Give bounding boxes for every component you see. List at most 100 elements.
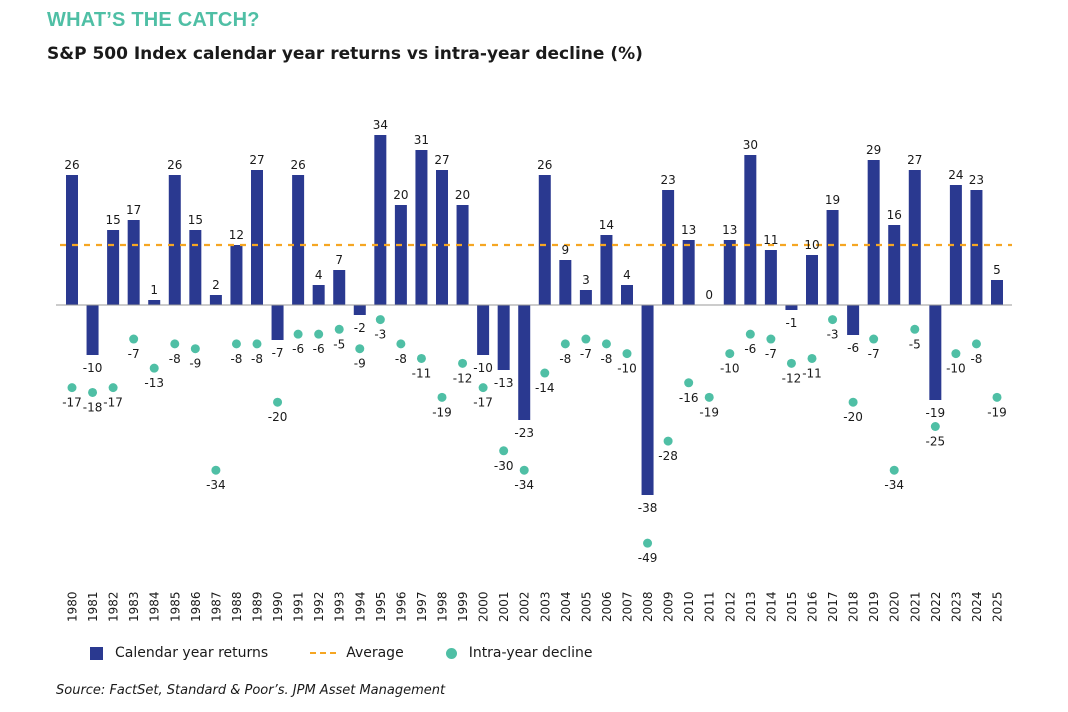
bar-label-2019: 29 [866,143,881,157]
bar-label-1983: 17 [126,203,141,217]
decline-label-1988: -8 [230,352,242,366]
bar-1994 [353,305,366,315]
year-label-1982: 1982 [107,591,121,622]
bar-label-1981: -10 [83,361,103,375]
bar-2008 [641,305,654,495]
year-label-2025: 2025 [991,591,1005,622]
bar-1992 [312,285,325,305]
year-label-2004: 2004 [559,591,573,622]
decline-label-1985: -8 [169,352,181,366]
year-label-1980: 1980 [66,591,80,622]
bar-2017 [826,210,839,305]
decline-label-2013: -6 [744,342,756,356]
decline-label-1997: -11 [412,366,432,380]
year-label-2022: 2022 [929,591,943,622]
year-label-2008: 2008 [641,591,655,622]
decline-dot-1998 [437,392,447,402]
decline-dot-2020 [889,465,899,475]
bar-1995 [374,135,387,305]
bar-label-1985: 26 [167,158,182,172]
decline-label-1991: -6 [292,342,304,356]
bar-2009 [662,190,675,305]
bar-1980 [66,175,78,305]
decline-dot-2013 [745,329,755,339]
decline-label-2019: -7 [868,347,880,361]
legend-item-average: Average [310,645,404,661]
decline-dots-group [67,315,1002,548]
bar-label-2015: -1 [785,316,797,330]
year-label-1988: 1988 [230,591,244,622]
bar-2000 [477,305,490,355]
bar-label-2006: 14 [599,218,614,232]
decline-dot-2016 [807,353,817,363]
bar-1981 [86,305,99,355]
bar-2013 [744,155,757,305]
year-label-2007: 2007 [621,591,635,622]
decline-dot-2007 [622,349,632,359]
bar-label-2022: -19 [926,406,946,420]
decline-dot-2008 [643,538,653,548]
decline-label-1995: -3 [374,328,386,342]
year-label-1995: 1995 [374,591,388,622]
bar-1997 [415,150,428,305]
bar-label-2001: -13 [494,376,514,390]
bar-label-2008: -38 [638,501,658,515]
year-label-2016: 2016 [806,591,820,622]
bar-1999 [456,205,469,305]
decline-dot-2024 [971,339,981,349]
bar-label-2002: -23 [514,426,534,440]
bar-label-2018: -6 [847,341,859,355]
legend: Calendar year returns Average Intra-year… [90,645,634,661]
bar-1983 [127,220,140,305]
legend-dashed-line-icon [310,652,337,654]
decline-dot-2009 [663,436,673,446]
decline-label-1999: -12 [453,371,473,385]
bar-2020 [888,225,901,305]
decline-dot-1986 [190,344,200,354]
legend-item-returns: Calendar year returns [90,645,268,661]
year-label-2024: 2024 [970,591,984,622]
bar-2019 [867,160,880,305]
bar-label-1992: 4 [315,268,323,282]
legend-decline-label: Intra-year decline [468,645,593,661]
bar-1985 [168,175,181,305]
year-label-1996: 1996 [394,591,408,622]
bar-label-1993: 7 [335,253,343,267]
year-label-2005: 2005 [579,591,593,622]
bar-1996 [394,205,407,305]
year-label-2009: 2009 [662,591,676,622]
decline-label-1994: -9 [354,357,366,371]
decline-label-2012: -10 [720,362,740,376]
decline-dot-2017 [828,315,838,325]
decline-dot-2022 [930,422,940,431]
year-label-1989: 1989 [251,591,265,622]
bar-label-2011: 0 [705,288,713,302]
year-label-2023: 2023 [949,591,963,622]
decline-label-2002: -34 [514,478,534,492]
bar-label-2025: 5 [993,263,1001,277]
bar-1982 [107,230,120,305]
chart-kicker: WHAT’S THE CATCH? [47,9,260,31]
decline-dot-1991 [293,329,303,339]
bar-label-2016: 10 [804,238,819,252]
bar-label-2024: 23 [969,173,984,187]
chart-area: 26-17-10-1815-1717-71-1326-815-92-3412-8… [56,118,1012,622]
decline-label-1986: -9 [189,357,201,371]
year-label-2002: 2002 [518,591,532,622]
bar-2003 [538,175,551,305]
bar-label-2020: 16 [887,208,902,222]
decline-label-1998: -19 [432,405,452,419]
decline-label-1981: -18 [83,400,103,414]
bar-2007 [621,285,633,305]
bar-2014 [764,250,777,305]
bar-label-1982: 15 [105,213,120,227]
decline-label-1989: -8 [251,352,263,366]
decline-label-2021: -5 [909,337,921,351]
bar-label-1990: -7 [272,346,284,360]
bar-label-1988: 12 [229,228,244,242]
decline-dot-2006 [601,339,611,349]
decline-dot-1989 [252,339,262,349]
year-label-2017: 2017 [826,591,840,622]
bar-1998 [436,170,448,305]
bar-label-2007: 4 [623,268,631,282]
